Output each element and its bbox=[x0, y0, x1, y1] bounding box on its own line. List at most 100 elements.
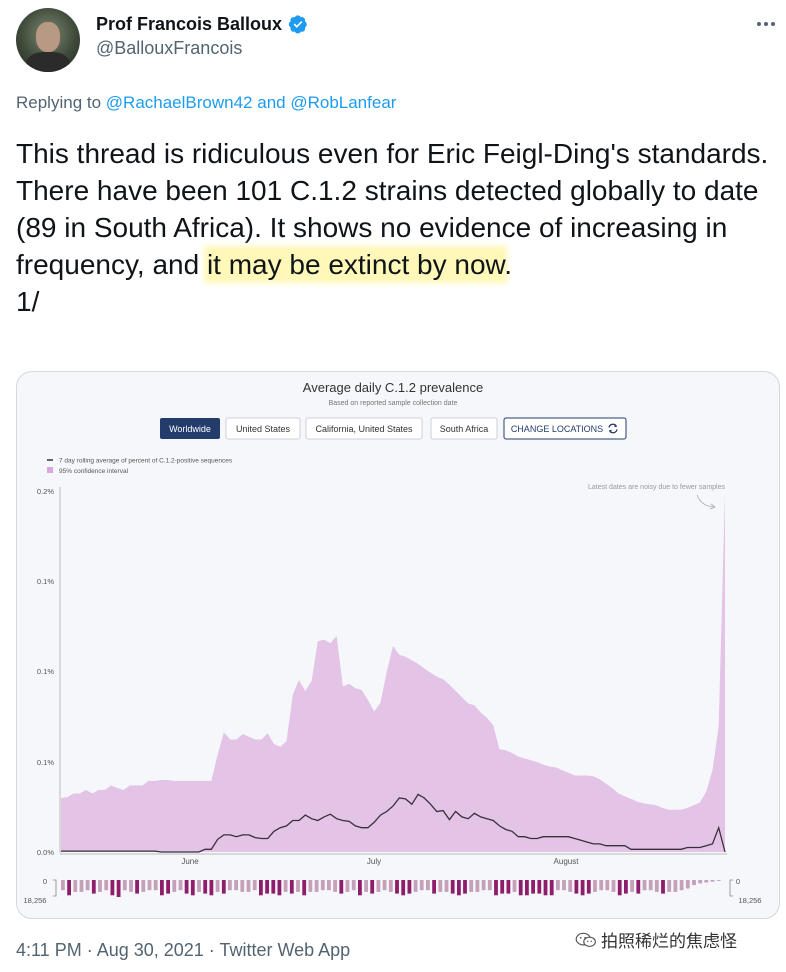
reply-joiner[interactable]: and bbox=[252, 93, 291, 112]
sample-count-bar bbox=[543, 880, 548, 896]
sample-count-bar bbox=[296, 880, 300, 892]
sample-count-bar bbox=[444, 880, 449, 892]
counts-left-bottom: 18,256 bbox=[24, 896, 47, 905]
author-handle[interactable]: @BallouxFrancois bbox=[96, 38, 243, 58]
sample-count-bar bbox=[209, 880, 214, 896]
sample-count-bar bbox=[67, 880, 71, 896]
sample-count-bar bbox=[85, 880, 90, 891]
sample-count-bar bbox=[531, 880, 535, 894]
sample-count-bar bbox=[215, 880, 220, 892]
sample-count-bar bbox=[228, 880, 232, 891]
annotation-arrow bbox=[696, 494, 715, 508]
sample-count-bar bbox=[283, 880, 288, 892]
south-africa-button[interactable]: South Africa bbox=[430, 417, 498, 440]
sample-count-bar bbox=[586, 880, 591, 894]
sample-count-bar bbox=[432, 880, 436, 894]
tweet-timestamp[interactable]: 4:11 PM · Aug 30, 2021 · Twitter Web App bbox=[16, 940, 351, 960]
change-locations-button[interactable]: CHANGE LOCATIONS bbox=[503, 417, 627, 440]
confidence-interval-band bbox=[61, 492, 725, 852]
sample-count-bar bbox=[624, 880, 628, 894]
chart-legend: 7 day rolling average of percent of C.1.… bbox=[47, 458, 233, 475]
sample-count-bar bbox=[617, 880, 622, 896]
attached-chart-image[interactable]: Average daily C.1.2 prevalence Based on … bbox=[16, 371, 780, 919]
sample-count-bar bbox=[500, 880, 505, 894]
sample-count-bar bbox=[413, 880, 418, 892]
sample-count-bar bbox=[166, 880, 170, 894]
sample-count-bar bbox=[271, 880, 276, 894]
sample-count-bar bbox=[698, 880, 703, 884]
tweet-text: This thread is ridiculous even for Eric … bbox=[16, 135, 776, 320]
sample-count-bar bbox=[382, 880, 387, 891]
sample-count-bar bbox=[246, 880, 251, 892]
tweet-text-part2: . bbox=[504, 249, 512, 280]
california-button[interactable]: California, United States bbox=[305, 417, 423, 440]
sample-count-bar bbox=[277, 880, 282, 896]
sample-count-bar bbox=[395, 880, 399, 894]
sample-count-bar bbox=[562, 880, 566, 891]
author-name-row[interactable]: Prof Francois Balloux bbox=[96, 13, 308, 35]
avatar[interactable] bbox=[16, 8, 80, 72]
x-tick-label: August bbox=[554, 857, 580, 866]
sample-count-bar bbox=[487, 880, 492, 891]
sample-count-bar bbox=[91, 880, 96, 894]
y-axis-ticks: 0.2% 0.1% 0.1% 0.1% 0.0% bbox=[37, 487, 54, 857]
united-states-button-label: United States bbox=[236, 424, 291, 434]
more-options-icon[interactable] bbox=[752, 14, 780, 34]
sample-count-bar bbox=[679, 880, 684, 891]
y-tick-label: 0.0% bbox=[37, 848, 54, 857]
sample-count-bar bbox=[376, 880, 381, 892]
sample-count-bar bbox=[364, 880, 368, 892]
sample-count-bar bbox=[61, 880, 65, 891]
sample-count-bar bbox=[234, 880, 238, 891]
sample-count-bar bbox=[556, 880, 560, 891]
sample-count-bar bbox=[147, 880, 152, 891]
sample-count-bar bbox=[475, 880, 480, 892]
annotation-arrowhead bbox=[709, 503, 716, 510]
counts-right-bottom: 18,256 bbox=[739, 896, 762, 905]
sample-count-bar bbox=[345, 880, 350, 892]
sample-count-bar bbox=[630, 880, 634, 892]
sample-count-bar bbox=[648, 880, 653, 891]
refresh-icon bbox=[608, 423, 618, 434]
sample-count-bar bbox=[692, 880, 696, 886]
sample-count-bar bbox=[129, 880, 133, 892]
sample-count-bar bbox=[79, 880, 84, 892]
sample-count-bar bbox=[184, 880, 189, 894]
display-name[interactable]: Prof Francois Balloux bbox=[96, 13, 283, 34]
reply-user-link[interactable]: @RachaelBrown42 bbox=[105, 93, 253, 112]
sample-count-bar bbox=[141, 880, 146, 892]
location-buttons: Worldwide United States California, Unit… bbox=[160, 417, 627, 440]
sample-count-bar bbox=[481, 880, 486, 891]
sample-count-bar bbox=[104, 880, 109, 891]
south-africa-button-label: South Africa bbox=[440, 424, 489, 434]
tweet-text-part1: This thread is ridiculous even for Eric … bbox=[16, 138, 769, 280]
watermark: 拍照稀烂的焦虑怪 bbox=[575, 927, 737, 952]
y-tick-label: 0.1% bbox=[37, 667, 54, 676]
avatar-face bbox=[36, 22, 60, 52]
sample-count-bar bbox=[401, 880, 406, 896]
sample-count-bar bbox=[153, 880, 158, 891]
sample-count-bar bbox=[190, 880, 195, 896]
sample-count-bar bbox=[370, 880, 375, 894]
sample-count-bar bbox=[135, 880, 139, 894]
sample-count-bar bbox=[314, 880, 319, 892]
sample-count-bar bbox=[308, 880, 313, 892]
sample-count-bar bbox=[537, 880, 542, 894]
reply-user-link[interactable]: @RobLanfear bbox=[290, 93, 397, 112]
wechat-icon bbox=[575, 932, 596, 947]
sample-count-bar bbox=[240, 880, 245, 892]
sample-count-bar bbox=[351, 880, 356, 891]
verified-badge-icon bbox=[288, 15, 307, 34]
united-states-button[interactable]: United States bbox=[225, 417, 301, 440]
sample-count-bar bbox=[327, 880, 331, 891]
sample-count-bar bbox=[685, 880, 690, 889]
chart-subtitle: Based on reported sample collection date bbox=[329, 400, 458, 407]
sample-count-bar bbox=[506, 880, 511, 894]
sample-count-bar bbox=[549, 880, 554, 896]
sample-count-bar bbox=[580, 880, 585, 896]
sample-count-bar bbox=[438, 880, 443, 892]
worldwide-button[interactable]: Worldwide bbox=[160, 418, 220, 439]
worldwide-button-label: Worldwide bbox=[169, 424, 211, 434]
sample-count-bar bbox=[654, 880, 659, 892]
sample-count-bar bbox=[122, 880, 127, 891]
